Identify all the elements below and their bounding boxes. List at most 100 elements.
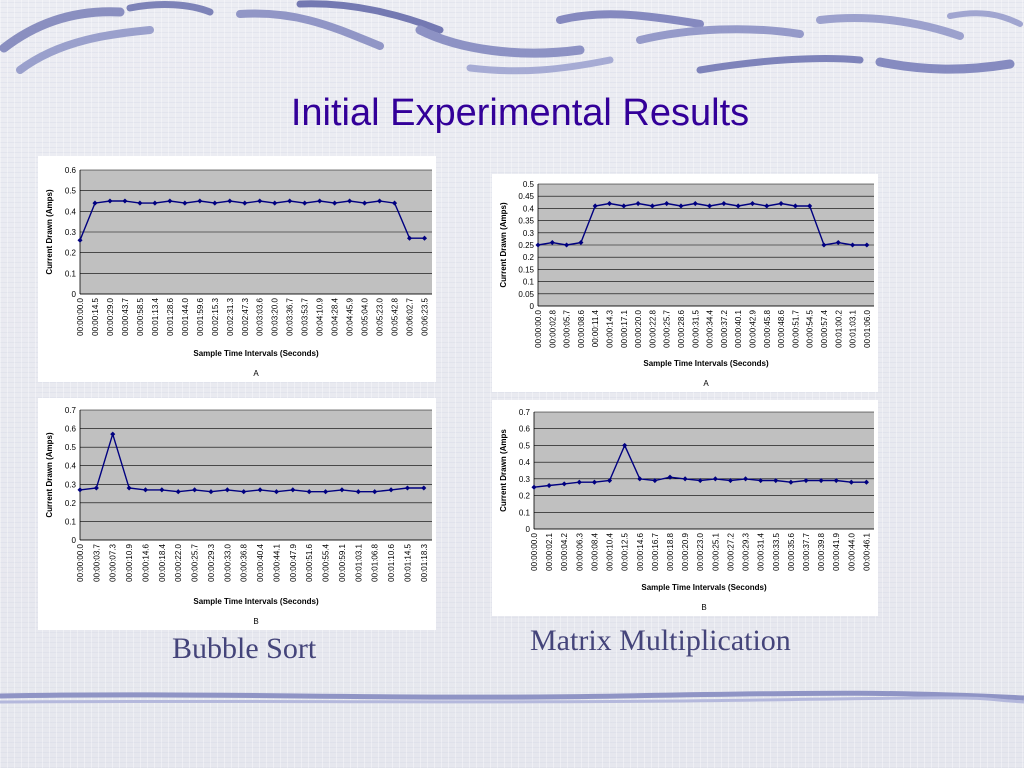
x-tick-label: 00:00:31.4 <box>757 532 766 570</box>
x-tick-label: 00:00:27.2 <box>726 532 735 570</box>
y-tick-label: 0 <box>526 525 531 534</box>
data-point <box>92 200 98 206</box>
panel-label: A <box>703 379 709 388</box>
y-axis-title: Current Drawn (Amps) <box>45 432 54 518</box>
x-tick-label: 00:00:29.3 <box>207 543 216 581</box>
y-tick-label: 0.5 <box>523 180 535 189</box>
x-tick-label: 00:00:48.6 <box>777 309 786 347</box>
y-tick-label: 0.35 <box>518 217 534 226</box>
x-tick-label: 00:00:28.6 <box>677 309 686 347</box>
y-tick-label: 0.1 <box>65 269 77 278</box>
x-tick-label: 00:00:34.4 <box>706 309 715 347</box>
x-tick-label: 00:01:06.8 <box>371 543 380 581</box>
x-tick-label: 00:01:59.6 <box>196 297 205 335</box>
x-tick-label: 00:00:00.0 <box>76 543 85 581</box>
x-tick-label: 00:01:06.0 <box>863 309 872 347</box>
y-tick-label: 0.6 <box>65 425 77 434</box>
data-point <box>535 242 541 248</box>
x-tick-label: 00:01:00.2 <box>834 309 843 347</box>
y-tick-label: 0.3 <box>519 475 531 484</box>
x-axis-title: Sample Time Intervals (Seconds) <box>193 597 319 606</box>
x-tick-label: 00:01:14.5 <box>403 543 412 581</box>
y-tick-label: 0 <box>72 536 77 545</box>
x-tick-label: 00:00:00.0 <box>530 532 539 570</box>
x-tick-label: 00:00:06.3 <box>575 532 584 570</box>
series-line <box>79 431 424 493</box>
x-tick-label: 00:00:55.4 <box>322 543 331 581</box>
y-tick-label: 0.25 <box>518 241 534 250</box>
x-tick-label: 00:00:12.5 <box>621 532 630 570</box>
y-tick-label: 0.1 <box>519 508 531 517</box>
x-tick-label: 00:02:31.3 <box>226 297 235 335</box>
x-tick-label: 00:00:23.0 <box>696 532 705 570</box>
data-point <box>107 198 113 204</box>
x-tick-label: 00:00:18.4 <box>158 543 167 581</box>
x-tick-label: 00:03:53.7 <box>301 297 310 335</box>
y-tick-label: 0.15 <box>518 265 534 274</box>
x-axis-title: Sample Time Intervals (Seconds) <box>643 359 769 368</box>
x-tick-label: 00:00:02.1 <box>545 532 554 570</box>
data-point <box>406 235 413 241</box>
y-axis-title: Current Drawn (Amps <box>499 429 508 512</box>
x-tick-label: 00:00:22.0 <box>174 543 183 581</box>
data-point <box>77 237 83 243</box>
y-axis-title: Current Drawn (Amps) <box>499 202 508 288</box>
x-tick-label: 00:00:08.4 <box>590 532 599 570</box>
x-tick-label: 00:01:10.6 <box>387 543 396 581</box>
y-tick-label: 0 <box>530 302 535 311</box>
y-tick-label: 0.3 <box>523 229 535 238</box>
x-tick-label: 00:05:42.8 <box>391 297 400 335</box>
data-point <box>273 489 280 495</box>
x-tick-label: 00:02:15.3 <box>211 297 220 335</box>
x-tick-label: 00:00:41.9 <box>832 532 841 570</box>
x-tick-label: 00:00:36.8 <box>240 543 249 581</box>
x-tick-label: 00:00:20.0 <box>634 309 643 347</box>
data-point <box>664 200 670 207</box>
x-tick-label: 00:00:40.1 <box>734 309 743 347</box>
chart-bubble-sort-b: 0 0.1 0.2 0.3 0.4 0.5 0.6 0.7 00:00:00.0 00:00:03… <box>38 398 436 630</box>
x-tick-label: 00:02:47.3 <box>241 297 250 335</box>
x-tick-label: 00:00:58.5 <box>136 297 145 335</box>
x-tick-label: 00:00:14.3 <box>605 309 614 347</box>
x-tick-label: 00:00:10.4 <box>606 532 615 570</box>
x-tick-label: 00:00:17.1 <box>620 309 629 347</box>
data-point <box>182 200 188 206</box>
caption-bubble-sort: Bubble Sort <box>172 632 317 665</box>
data-point <box>241 489 247 495</box>
x-axis-title: Sample Time Intervals (Seconds) <box>193 349 319 358</box>
y-tick-label: 0.4 <box>519 458 531 467</box>
x-tick-label: 00:01:18.3 <box>420 543 429 581</box>
y-tick-label: 0.05 <box>518 290 534 299</box>
y-tick-label: 0.5 <box>519 441 531 450</box>
x-tick-label: 00:00:14.5 <box>91 297 100 335</box>
y-tick-label: 0.6 <box>65 166 77 175</box>
plot-area <box>80 410 432 540</box>
x-tick-label: 00:01:13.4 <box>151 297 160 335</box>
x-tick-label: 00:03:36.7 <box>286 297 295 335</box>
data-point <box>621 203 627 209</box>
x-tick-label: 00:00:11.4 <box>591 309 600 347</box>
x-tick-label: 00:00:25.7 <box>663 309 672 347</box>
panel-label: B <box>701 603 706 612</box>
x-tick-label: 00:00:04.2 <box>560 532 569 570</box>
y-tick-label: 0 <box>72 290 77 299</box>
y-tick-label: 0.3 <box>65 228 77 237</box>
chart-bubble-sort-a: 0 0.1 0.2 0.3 0.4 0.5 0.6 00:00:00.0 00:00:14.5 0… <box>38 156 436 382</box>
data-point <box>421 235 428 241</box>
x-tick-label: 00:00:31.5 <box>691 309 700 347</box>
x-tick-label: 00:00:45.8 <box>763 309 772 347</box>
y-tick-label: 0.7 <box>65 406 77 415</box>
y-tick-label: 0.1 <box>65 517 77 526</box>
data-point <box>347 198 353 204</box>
x-tick-label: 00:00:03.7 <box>92 543 101 581</box>
x-tick-label: 00:00:00.0 <box>76 297 85 335</box>
y-tick-label: 0.2 <box>65 249 77 258</box>
x-tick-label: 00:00:18.8 <box>666 532 675 570</box>
x-tick-label: 00:00:57.4 <box>820 309 829 347</box>
x-tick-label: 00:06:23.5 <box>421 297 430 335</box>
x-tick-label: 00:00:14.6 <box>636 532 645 570</box>
y-tick-label: 0.3 <box>65 480 77 489</box>
x-tick-label: 00:00:00.0 <box>534 309 543 347</box>
x-tick-label: 00:00:29.3 <box>742 532 751 570</box>
x-tick-label: 00:00:43.7 <box>121 297 130 335</box>
